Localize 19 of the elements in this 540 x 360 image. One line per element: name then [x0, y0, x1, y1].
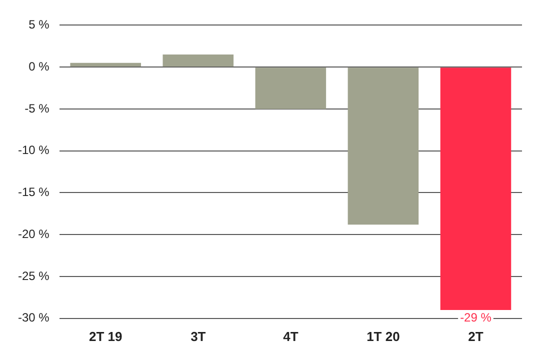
bar — [255, 68, 326, 109]
y-tick-label: -15 % — [18, 185, 50, 200]
x-tick-label: 4T — [283, 328, 298, 344]
data-label: -29 % — [460, 310, 492, 324]
x-tick-label: 3T — [190, 328, 206, 344]
y-tick-label: 5 % — [28, 18, 50, 32]
x-tick-label: 1T 20 — [366, 328, 400, 344]
bar — [162, 54, 234, 67]
bar — [440, 68, 512, 310]
x-tick-label: 2T — [468, 328, 484, 344]
bar — [70, 62, 142, 67]
y-tick-label: -10 % — [18, 143, 50, 158]
bar — [348, 68, 419, 225]
y-tick-label: -5 % — [24, 101, 50, 116]
x-tick-label: 2T 19 — [88, 328, 122, 344]
y-tick-label: -20 % — [18, 226, 50, 241]
y-tick-label: -25 % — [18, 268, 50, 283]
y-tick-label: 0 % — [28, 59, 50, 74]
y-tick-label: -30 % — [18, 310, 50, 325]
